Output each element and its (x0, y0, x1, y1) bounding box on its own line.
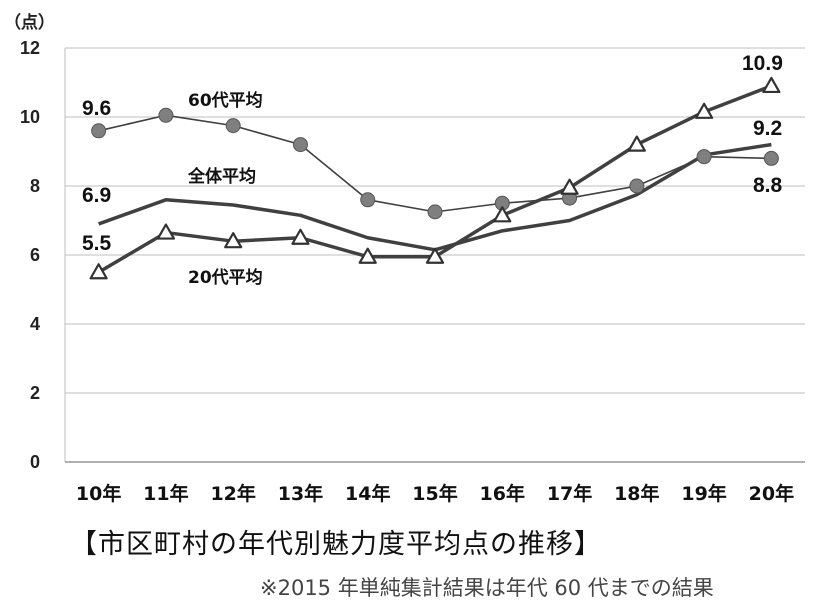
data-label: 9.6 (82, 97, 111, 120)
data-point (291, 228, 310, 245)
data-label: 6.9 (82, 184, 111, 207)
data-point (427, 204, 443, 220)
data-point (158, 107, 174, 123)
x-tick-label: 19年 (681, 482, 726, 505)
x-tick-label: 13年 (278, 482, 323, 505)
series-markers (89, 76, 781, 280)
data-point (224, 232, 243, 249)
x-tick-label: 11年 (143, 482, 188, 505)
data-point (225, 118, 241, 134)
y-axis-label: （点） (4, 12, 55, 33)
y-tick-label: 4 (30, 314, 40, 334)
gridlines (65, 47, 805, 394)
data-point (763, 150, 779, 166)
y-tick-label: 8 (30, 176, 40, 196)
data-point (627, 135, 646, 152)
x-tick-label: 18年 (614, 482, 659, 505)
data-point (493, 206, 512, 223)
data-label: 8.8 (753, 174, 783, 197)
y-tick-label: 12 (20, 38, 40, 58)
data-point (425, 247, 445, 264)
data-point (156, 223, 176, 240)
y-tick-label: 6 (30, 245, 40, 265)
series-line (98, 142, 772, 252)
chart-note: ※2015 年単純集計結果は年代 60 代までの結果 (260, 576, 714, 600)
data-label: 9.2 (753, 117, 782, 140)
x-tick-label: 10年 (76, 482, 121, 505)
x-tick-label: 17年 (547, 482, 592, 505)
y-tick-label: 0 (30, 452, 40, 472)
data-point (629, 178, 645, 194)
data-label: 10.9 (742, 52, 783, 75)
x-tick-label: 16年 (480, 482, 525, 505)
series-name-label: 60代平均 (188, 90, 263, 111)
y-tick-label: 2 (30, 383, 40, 403)
y-tick-label: 10 (20, 107, 40, 127)
data-point (696, 149, 712, 165)
x-tick-label: 20年 (749, 482, 794, 505)
series-name-label: 20代平均 (188, 267, 263, 288)
data-point (89, 263, 108, 280)
chart-caption: 【市区町村の年代別魅力度平均点の推移】 (70, 529, 602, 560)
x-tick-label: 14年 (345, 482, 390, 505)
data-point (358, 247, 377, 264)
data-point (292, 137, 308, 153)
series-name-label: 全体平均 (187, 166, 256, 187)
data-point (762, 76, 781, 94)
data-point (360, 192, 376, 208)
data-point (560, 178, 579, 195)
x-tick-label: 15年 (412, 482, 457, 505)
data-label: 5.5 (82, 232, 112, 255)
axes: 0 2 4 6 8 10 12 （点） 10年 11年 12年 13年 14年 15年 16年 17年 18年 1… (4, 12, 805, 505)
data-point (694, 102, 714, 119)
data-point (91, 123, 107, 139)
x-tick-label: 12年 (210, 482, 255, 505)
